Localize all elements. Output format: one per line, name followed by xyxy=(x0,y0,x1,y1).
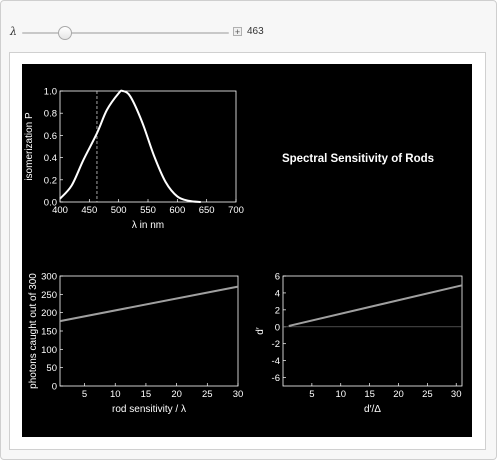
x-tick-label: 700 xyxy=(228,205,244,216)
x-tick-label: 30 xyxy=(233,389,244,400)
y-tick-label: -4 xyxy=(272,356,280,367)
x-tick-label: 5 xyxy=(82,389,87,400)
y-tick-label: 1.0 xyxy=(44,87,57,98)
x-tick-label: 400 xyxy=(52,205,68,216)
y-axis-label: isomerization P xyxy=(24,112,35,181)
y-axis-label: d′ xyxy=(255,327,266,335)
x-tick-label: 15 xyxy=(364,389,375,400)
y-tick-label: 50 xyxy=(46,363,57,374)
y-tick-label: 4 xyxy=(275,288,280,299)
y-tick-label: 0.2 xyxy=(44,175,57,186)
series-line xyxy=(59,89,201,203)
x-tick-label: 20 xyxy=(393,389,404,400)
series-line xyxy=(288,284,463,327)
series-line xyxy=(59,285,239,323)
y-tick-label: 0.8 xyxy=(44,109,57,120)
y-axis-label: photons caught out of 300 xyxy=(28,273,39,389)
y-tick-label: 0.6 xyxy=(44,131,57,142)
x-axis-label: λ in nm xyxy=(132,220,164,231)
x-tick-label: 10 xyxy=(335,389,346,400)
expand-controls-button[interactable]: + xyxy=(233,27,242,37)
y-tick-label: 0.4 xyxy=(44,153,57,164)
x-tick-label: 30 xyxy=(451,389,462,400)
dprime-chart: 5 10 15 20 25 30 -6 -4 -2 0 2 4 6 d′/Δ d′ xyxy=(255,272,463,415)
plot-frame xyxy=(59,90,237,203)
lambda-label: λ xyxy=(10,25,17,38)
y-tick-label: -2 xyxy=(272,339,280,350)
y-tick-label: 0 xyxy=(52,382,57,393)
x-tick-label: 650 xyxy=(199,205,215,216)
y-tick-label: 0.0 xyxy=(44,198,57,209)
x-tick-label: 600 xyxy=(169,205,185,216)
plots-canvas: Spectral Sensitivity of Rods 400 450 500 55… xyxy=(24,87,463,416)
x-tick-label: 20 xyxy=(171,389,182,400)
y-tick-label: 2 xyxy=(275,305,280,316)
y-tick-label: 300 xyxy=(41,272,57,283)
x-tick-label: 10 xyxy=(110,389,121,400)
x-tick-label: 550 xyxy=(140,205,156,216)
x-tick-label: 25 xyxy=(422,389,433,400)
control-bar: λ + 463 xyxy=(10,24,490,42)
plot-frame xyxy=(282,275,463,387)
isomerization-chart: 400 450 500 550 600 650 700 0.0 0.2 0.4 0.6 0.8 1.0 λ… xyxy=(24,87,244,232)
y-tick-label: 100 xyxy=(41,345,57,356)
x-tick-label: 500 xyxy=(111,205,127,216)
lambda-slider[interactable] xyxy=(22,26,229,40)
y-tick-label: 250 xyxy=(41,290,57,301)
x-tick-label: 25 xyxy=(202,389,213,400)
x-tick-label: 450 xyxy=(81,205,97,216)
y-tick-label: -6 xyxy=(272,373,280,384)
slider-thumb[interactable] xyxy=(58,26,73,40)
lambda-value: 463 xyxy=(247,26,264,37)
output-panel: Spectral Sensitivity of Rods 400 450 500 55… xyxy=(22,64,472,437)
x-tick-label: 5 xyxy=(309,389,314,400)
y-tick-label: 0 xyxy=(275,322,280,333)
y-tick-label: 150 xyxy=(41,327,57,338)
x-tick-label: 15 xyxy=(141,389,152,400)
panel-title: Spectral Sensitivity of Rods xyxy=(282,153,434,165)
x-axis-label: d′/Δ xyxy=(364,404,381,415)
y-tick-label: 6 xyxy=(275,272,280,283)
y-tick-label: 200 xyxy=(41,308,57,319)
x-axis-label: rod sensitivity / λ xyxy=(112,404,186,415)
